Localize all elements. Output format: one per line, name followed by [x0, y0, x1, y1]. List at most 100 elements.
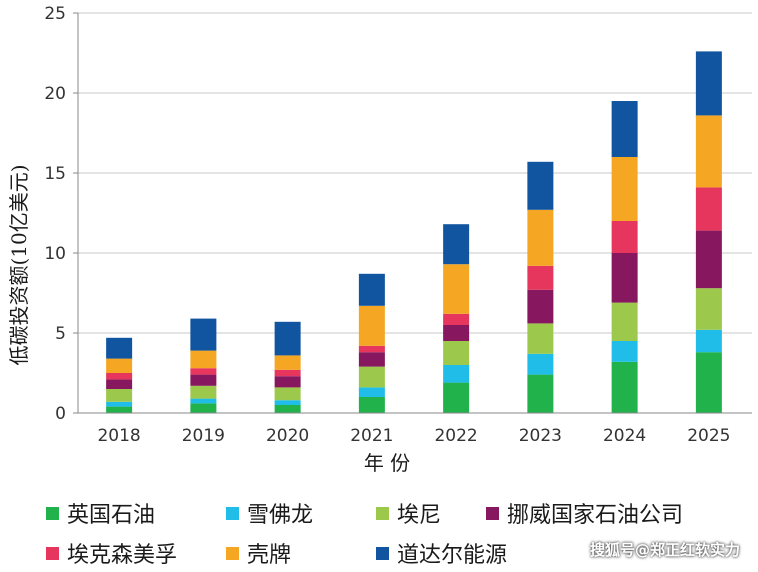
bar-segment — [527, 161, 554, 210]
y-tick-labels: 0 5 10 15 20 25 — [44, 4, 78, 424]
bar-segment — [274, 387, 301, 401]
bar-segment — [358, 345, 385, 353]
bar-segment — [443, 382, 470, 413]
legend-swatch — [46, 546, 59, 560]
y-tick-label: 5 — [55, 324, 66, 344]
legend-label: 挪威国家石油公司 — [507, 503, 684, 528]
bar-segment — [611, 101, 638, 157]
gridlines — [78, 12, 752, 334]
x-tick-label: 2019 — [182, 426, 225, 446]
bar-segment — [695, 115, 722, 188]
bar-segment — [611, 341, 638, 362]
bar-segment — [527, 323, 554, 354]
x-tick-labels: 2018 2019 2020 2021 2022 2023 2024 2025 — [97, 426, 730, 446]
bar-segment — [274, 369, 301, 377]
legend-item: 英国石油 — [46, 497, 155, 529]
bar-segment — [695, 230, 722, 289]
x-tick-label: 2023 — [519, 426, 562, 446]
bar-segment — [443, 341, 470, 365]
bar-segment — [611, 221, 638, 253]
legend-swatch — [226, 506, 239, 520]
legend-item: 道达尔能源 — [376, 537, 507, 569]
bar-segment — [611, 253, 638, 303]
x-tick-label: 2022 — [434, 426, 477, 446]
legend-label: 道达尔能源 — [397, 543, 508, 568]
y-tick-label: 25 — [44, 4, 66, 24]
bar-segment — [443, 325, 470, 341]
bar-segment — [358, 387, 385, 397]
x-tick-label: 2018 — [97, 426, 140, 446]
bar-segment — [443, 313, 470, 325]
bar-segment — [695, 352, 722, 413]
bar-segment — [190, 350, 217, 369]
bar-segment — [527, 265, 554, 290]
bar-segment — [106, 358, 133, 373]
legend-label: 壳牌 — [247, 543, 292, 568]
legend-swatch — [226, 546, 239, 560]
bar-segment — [106, 389, 133, 402]
legend-item: 壳牌 — [226, 537, 291, 569]
x-tick-label: 2021 — [350, 426, 393, 446]
legend-swatch — [376, 546, 389, 560]
bar-segment — [274, 321, 301, 356]
legend-item: 挪威国家石油公司 — [486, 497, 683, 529]
y-tick-label: 20 — [44, 84, 66, 104]
legend-swatch — [376, 506, 389, 520]
bar-segment — [274, 405, 301, 413]
bar-segment — [443, 224, 470, 265]
bar-segment — [190, 398, 217, 404]
legend-label: 雪佛龙 — [247, 503, 314, 528]
bar-segment — [190, 374, 217, 386]
bar-segment — [358, 305, 385, 346]
legend-label: 埃克森美孚 — [67, 543, 178, 568]
bar-segment — [443, 264, 470, 314]
legend-item: 雪佛龙 — [226, 497, 313, 529]
bar-segment — [443, 365, 470, 383]
bar-segment — [106, 373, 133, 380]
bars — [106, 51, 722, 413]
bar-segment — [611, 157, 638, 221]
bar-segment — [695, 51, 722, 116]
x-tick-label: 2025 — [687, 426, 730, 446]
x-tick-label: 2020 — [266, 426, 309, 446]
bar-segment — [358, 397, 385, 413]
bar-segment — [274, 400, 301, 405]
legend-label: 英国石油 — [67, 503, 156, 528]
bar-segment — [274, 355, 301, 370]
y-tick-label: 0 — [55, 404, 66, 424]
bar-segment — [358, 273, 385, 306]
bar-segment — [190, 318, 217, 351]
bar-segment — [106, 401, 133, 407]
bar-segment — [695, 329, 722, 353]
bar-segment — [190, 385, 217, 399]
bar-segment — [527, 353, 554, 375]
bar-segment — [695, 288, 722, 330]
axes — [77, 13, 752, 414]
y-tick-label: 10 — [44, 244, 66, 264]
bar-segment — [106, 406, 133, 413]
bar-segment — [106, 379, 133, 389]
legend-item: 埃克森美孚 — [46, 537, 177, 569]
bar-segment — [611, 302, 638, 341]
x-tick-label: 2024 — [603, 426, 646, 446]
bar-segment — [106, 337, 133, 359]
bar-segment — [695, 187, 722, 231]
bar-segment — [274, 376, 301, 388]
legend-item: 埃尼 — [376, 497, 441, 529]
y-tick-label: 15 — [44, 164, 66, 184]
bar-segment — [611, 361, 638, 413]
legend-swatch — [46, 506, 59, 520]
bar-segment — [358, 366, 385, 388]
watermark: 搜狐号@郑正红软实力 — [589, 541, 740, 559]
bar-segment — [190, 403, 217, 413]
x-axis-label: 年 份 — [364, 451, 410, 475]
bar-segment — [190, 368, 217, 375]
legend-label: 埃尼 — [397, 503, 442, 528]
bar-segment — [527, 374, 554, 413]
y-axis-label: 低碳投资额(10亿美元) — [7, 164, 31, 365]
bar-segment — [358, 352, 385, 367]
bar-segment — [527, 209, 554, 266]
legend-swatch — [486, 506, 499, 520]
bar-segment — [527, 289, 554, 324]
